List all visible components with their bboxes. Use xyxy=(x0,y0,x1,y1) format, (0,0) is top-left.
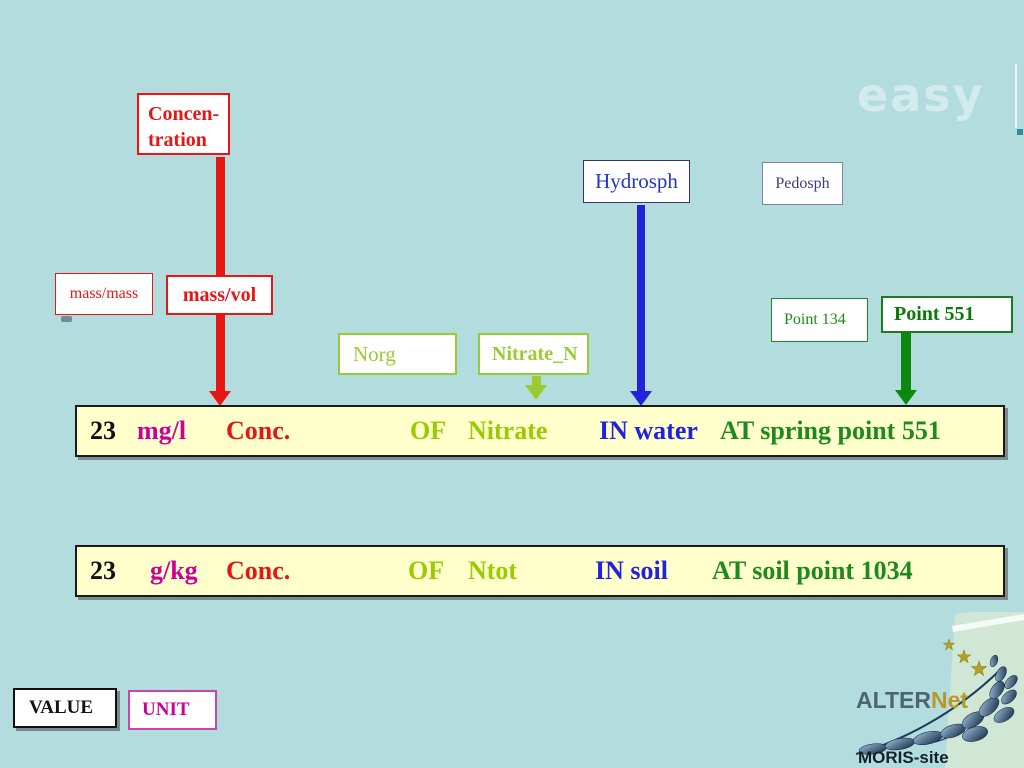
of-cell: OF xyxy=(410,416,447,445)
value-legend-box: VALUE xyxy=(13,688,117,728)
point-551-arrow-stem xyxy=(901,333,911,391)
location-cell: AT soil point 1034 xyxy=(712,556,913,585)
point-551-arrow-head xyxy=(895,390,917,405)
nitrate-n-box: Nitrate_N xyxy=(478,333,589,375)
water-sentence-bar: 23 mg/l Conc. OF Nitrate IN water AT spr… xyxy=(75,405,1005,457)
mass-mass-box: mass/mass xyxy=(55,273,153,315)
location-cell: AT spring point 551 xyxy=(720,416,941,445)
unit-cell: g/kg xyxy=(150,556,198,585)
concentration-arrow-head xyxy=(209,391,231,406)
of-cell: OF xyxy=(408,556,445,585)
point-134-box: Point 134 xyxy=(771,298,868,342)
slide-edge-mark xyxy=(1017,129,1023,135)
nitrate-arrow-stem xyxy=(532,376,541,386)
slide-edge-line xyxy=(1015,64,1017,128)
point-551-box: Point 551 xyxy=(881,296,1013,333)
conc-cell: Conc. xyxy=(226,416,291,445)
unit-cell: mg/l xyxy=(137,416,187,445)
entity-cell: Nitrate xyxy=(468,416,548,445)
value-cell: 23 xyxy=(90,556,116,585)
nitrate-arrow-head xyxy=(525,385,547,400)
logo-stripe xyxy=(952,614,1024,632)
logo-leaves xyxy=(855,654,1018,755)
unit-legend-box: UNIT xyxy=(128,690,217,730)
pedosph-box: Pedosph xyxy=(762,162,843,205)
conc-cell: Conc. xyxy=(226,556,291,585)
soil-sentence-bar: 23 g/kg Conc. OF Ntot IN soil AT soil po… xyxy=(75,545,1005,597)
moris-site-label: MORIS-site xyxy=(858,748,949,767)
easy-watermark: easy xyxy=(857,68,985,122)
hydrosphere-arrow-stem xyxy=(637,205,645,391)
concentration-arrow-stem xyxy=(216,157,225,391)
stray-mark xyxy=(61,316,72,322)
mass-vol-box: mass/vol xyxy=(166,275,273,315)
hydrosph-box: Hydrosph xyxy=(583,160,690,203)
hydrosphere-arrow-head xyxy=(630,391,652,406)
medium-cell: IN soil xyxy=(595,556,668,585)
alternet-wordmark: ALTERNet xyxy=(856,687,968,713)
entity-cell: Ntot xyxy=(468,556,518,585)
norg-box: Norg xyxy=(338,333,457,375)
alternet-logo: ALTERNet MORIS-site xyxy=(855,612,1024,768)
medium-cell: IN water xyxy=(599,416,698,445)
concentration-box: Concen- tration xyxy=(137,93,230,155)
value-cell: 23 xyxy=(90,416,116,445)
